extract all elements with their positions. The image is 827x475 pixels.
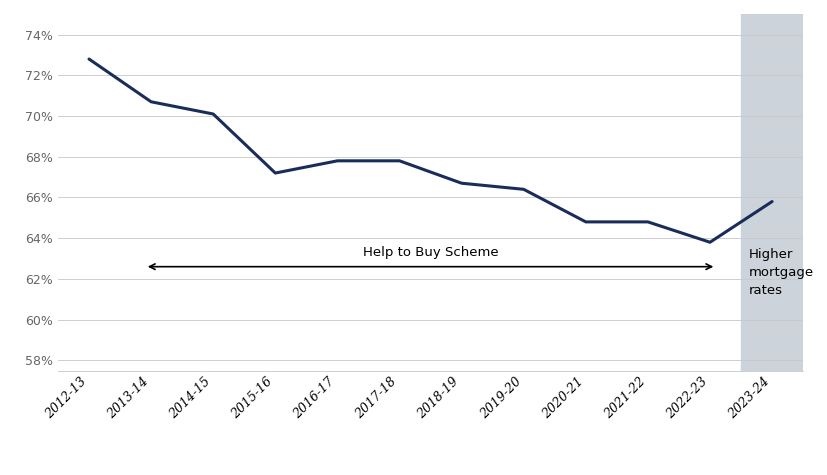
Bar (740, 14, 802, 370)
Text: Help to Buy Scheme: Help to Buy Scheme (362, 246, 498, 258)
Text: Higher
mortgage
rates: Higher mortgage rates (748, 248, 813, 297)
